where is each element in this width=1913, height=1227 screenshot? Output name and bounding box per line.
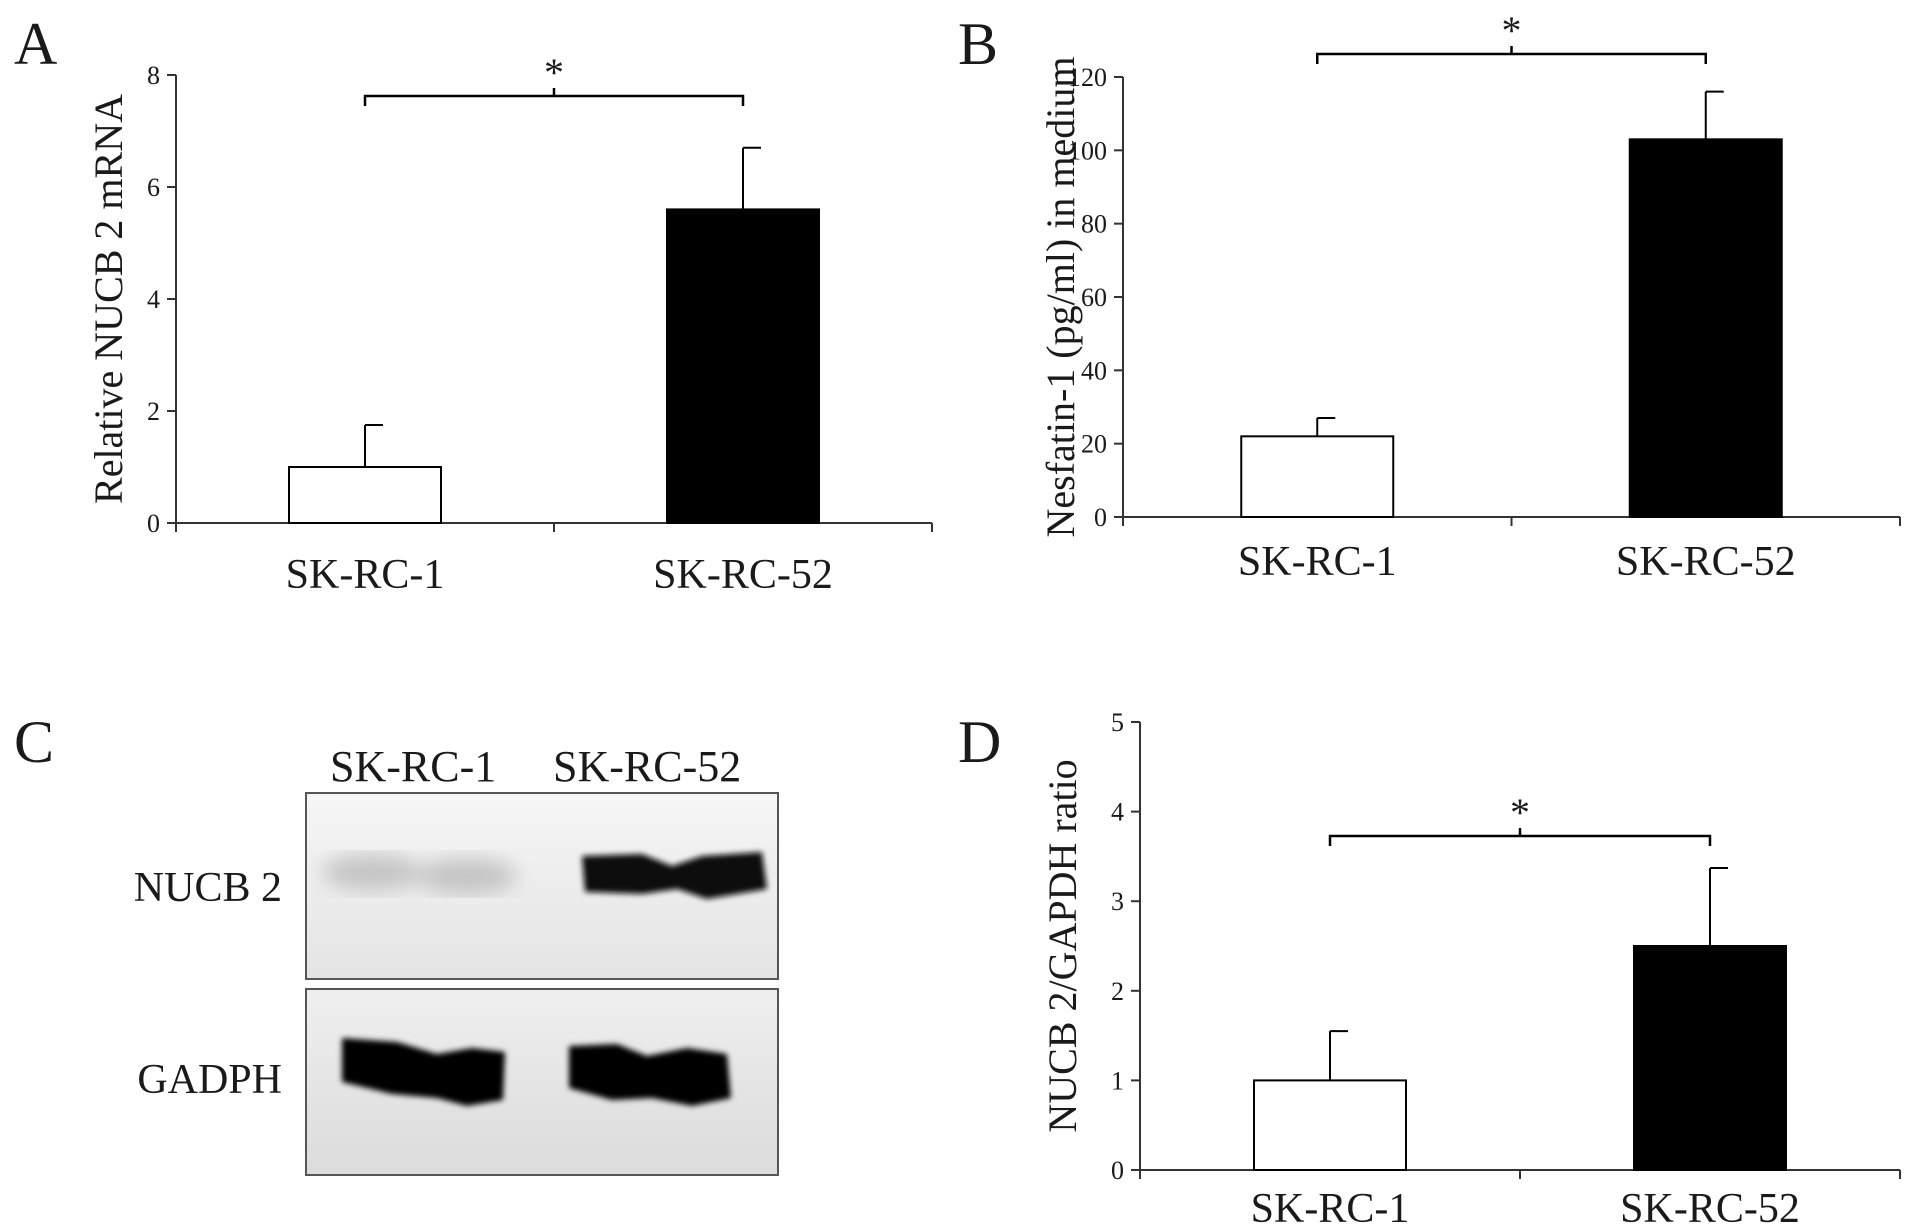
band-gadph-sk-rc-1	[342, 1038, 505, 1106]
significance-marker: *	[1502, 8, 1522, 53]
y-tick-label: 6	[147, 173, 160, 202]
bar-sk-rc-52	[1633, 945, 1787, 1171]
blot-lane-label-1: SK-RC-1	[330, 742, 497, 791]
blot-row-label-gadph: GADPH	[137, 1057, 282, 1103]
category-label: SK-RC-1	[1251, 1186, 1410, 1227]
bar-sk-rc-52	[1628, 138, 1783, 518]
bar-sk-rc-52	[666, 208, 820, 524]
band-nucb2-sk-rc-52	[582, 852, 767, 899]
y-tick-label: 120	[1068, 63, 1107, 92]
category-label: SK-RC-1	[286, 552, 445, 598]
band-nucb2-sk-rc-1	[322, 854, 517, 894]
significance-bracket	[1328, 834, 1712, 846]
y-tick-label: 2	[1111, 977, 1124, 1006]
blot-strip-gadph	[305, 988, 779, 1176]
panel-letter-a: A	[14, 11, 58, 77]
bar-sk-rc-1	[1240, 435, 1395, 519]
significance-marker: *	[1510, 790, 1530, 835]
y-tick-label: 5	[1111, 708, 1124, 737]
y-axis-title: NUCB 2/GAPDH ratio	[1040, 759, 1085, 1132]
y-tick-label: 0	[147, 509, 160, 538]
panel-letter-c: C	[14, 709, 55, 775]
y-tick-label: 20	[1081, 430, 1107, 459]
category-label: SK-RC-52	[1620, 1186, 1800, 1227]
y-axis-title: Nesfatin-1 (pg/ml) in medium	[1038, 56, 1083, 537]
blot-strip-nucb2	[305, 792, 779, 980]
bar-sk-rc-1	[288, 466, 442, 524]
y-tick-label: 80	[1081, 210, 1107, 239]
y-tick-label: 40	[1081, 356, 1107, 385]
category-label: SK-RC-52	[653, 552, 833, 598]
y-tick-label: 4	[147, 285, 160, 314]
blot-bands-nucb2	[322, 852, 767, 899]
chart-panel-d: 0 1 2 3 4 5 NUCB 2/GAPDH ratio SK-RC-1 SK-RC-52 *	[1040, 708, 1901, 1227]
category-label: SK-RC-1	[1238, 539, 1397, 585]
y-tick-label: 100	[1068, 136, 1107, 165]
category-label: SK-RC-52	[1616, 539, 1796, 585]
significance-marker: *	[544, 50, 564, 95]
panel-letter-d: D	[958, 709, 1002, 775]
y-tick-label: 0	[1094, 503, 1107, 532]
y-tick-label: 4	[1111, 798, 1124, 827]
y-axis-title: Relative NUCB 2 mRNA	[86, 94, 131, 504]
panel-letter-b: B	[958, 11, 999, 77]
y-tick-label: 1	[1111, 1066, 1124, 1095]
y-tick-label: 60	[1081, 283, 1107, 312]
blot-lane-label-2: SK-RC-52	[553, 742, 742, 791]
y-tick-label: 0	[1111, 1156, 1124, 1185]
y-tick-label: 3	[1111, 887, 1124, 916]
band-gadph-sk-rc-52	[569, 1044, 731, 1106]
y-tick-label: 8	[147, 61, 160, 90]
blot-bands-gadph	[342, 1038, 731, 1106]
significance-bracket	[1316, 52, 1707, 64]
blot-row-label-nucb2: NUCB 2	[133, 865, 282, 911]
chart-panel-a: 0 2 4 6 8 Relative NUCB 2 mRNA SK-RC-1 SK-RC-52…	[86, 50, 933, 598]
y-tick-label: 2	[147, 397, 160, 426]
bar-sk-rc-1	[1253, 1079, 1407, 1172]
significance-bracket	[363, 94, 745, 106]
